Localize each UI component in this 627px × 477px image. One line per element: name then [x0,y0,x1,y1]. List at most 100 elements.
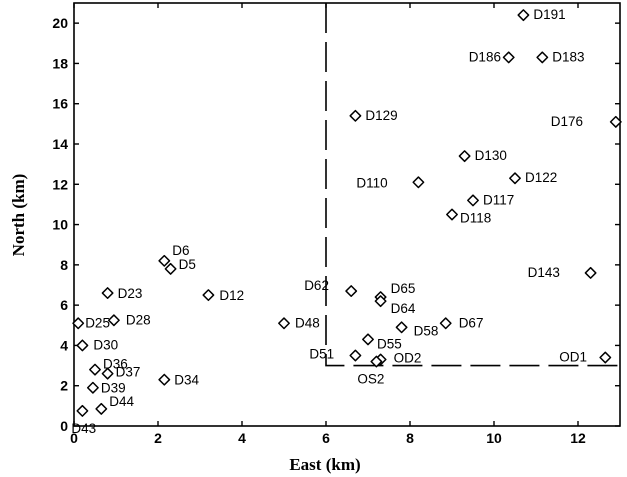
axis-ticks: 0 2 4 6 8 10 12 0 2 4 6 8 10 12 14 16 18 20 [52,3,620,446]
diamond-marker [502,51,515,64]
point-label: OS2 [357,372,384,387]
data-point-d44: D44 [95,394,135,415]
data-point-d62: D62 [304,278,358,297]
point-label: D191 [533,7,565,22]
diamond-marker [439,317,452,330]
point-label: D64 [391,301,416,316]
point-label: D118 [460,211,491,226]
data-point-os2: OS2 [357,355,384,387]
point-label: D44 [109,394,134,409]
data-point-d23: D23 [101,286,143,301]
diamond-marker [158,254,171,267]
y-tick-label: 4 [60,337,68,353]
x-tick-label: 12 [570,430,586,446]
data-point-d191: D191 [517,7,566,22]
y-tick-label: 10 [52,217,68,233]
data-point-d55: D55 [362,333,402,351]
data-points: D191 D186 D183 D129 D176 D130 D110 D122 D117 D118… [71,7,622,436]
data-point-d28: D28 [107,312,151,327]
point-label: D65 [391,281,416,296]
point-label: D67 [459,315,484,330]
data-point-d143: D143 [528,265,597,280]
x-tick-label: 10 [486,430,502,446]
diamond-marker [89,363,101,376]
point-label: D183 [552,49,584,64]
diamond-marker [72,317,85,330]
point-label: D37 [116,365,141,380]
diamond-marker [599,351,612,364]
data-point-d129: D129 [349,108,398,123]
diamond-marker [349,109,362,122]
point-label: D5 [179,257,196,272]
y-tick-label: 6 [60,297,68,313]
x-tick-label: 0 [70,430,78,446]
y-tick-label: 18 [52,55,68,71]
point-label: D122 [525,170,557,185]
data-point-d37: D37 [101,365,141,380]
data-point-d176: D176 [551,114,622,129]
diamond-marker [458,150,471,163]
point-label: OD2 [394,351,422,366]
data-point-d12: D12 [202,288,244,303]
diamond-marker [374,295,387,308]
diamond-marker [446,208,458,221]
data-point-d48: D48 [278,315,320,330]
point-label: D23 [118,286,143,301]
diamond-marker [517,9,530,22]
data-point-d36: D36 [89,357,128,376]
data-point-d67: D67 [439,315,484,330]
diamond-marker [370,355,383,368]
diamond-marker [412,176,425,189]
point-label: D28 [126,312,151,327]
diamond-marker [584,266,597,279]
point-label: D34 [174,373,199,388]
y-tick-label: 8 [60,257,68,273]
x-axis-title: East (km) [289,455,360,474]
data-point-d58: D58 [395,321,438,338]
point-label: D55 [377,336,402,351]
data-point-d51: D51 [309,347,362,362]
diamond-marker [278,317,290,330]
plot-frame [73,2,621,427]
point-label: D176 [551,114,583,129]
diamond-marker [164,262,177,275]
boundary-line [325,3,620,367]
point-label: D117 [483,192,514,207]
data-point-d39: D39 [86,381,126,396]
data-point-d5: D5 [164,257,196,275]
y-tick-label: 16 [52,96,68,112]
point-label: D6 [172,243,189,258]
y-tick-label: 12 [52,176,68,192]
point-label: D43 [71,421,96,436]
diamond-marker [395,321,408,334]
data-point-d186: D186 [469,49,515,64]
point-label: D129 [365,108,397,123]
y-tick-label: 2 [60,378,68,394]
point-label: D130 [475,148,507,163]
y-axis-title: North (km) [9,174,28,257]
y-tick-label: 14 [52,136,68,152]
data-point-d34: D34 [158,373,200,388]
data-point-od1: OD1 [559,350,612,365]
data-point-od2: OD2 [374,351,422,366]
diamond-marker [95,402,108,415]
x-tick-label: 6 [322,430,330,446]
point-label: D30 [93,337,118,352]
diamond-marker [86,381,99,394]
point-label: D12 [219,288,244,303]
data-point-d130: D130 [458,148,507,163]
data-point-d110: D110 [356,175,425,190]
diamond-marker [76,404,89,417]
data-point-d183: D183 [536,49,585,64]
diamond-marker [202,289,215,302]
diamond-marker [362,333,374,346]
diamond-marker [467,194,479,207]
data-point-d64: D64 [374,295,416,316]
point-label: D36 [103,357,128,372]
x-tick-label: 2 [154,430,162,446]
diamond-marker [76,339,89,352]
data-point-d25: D25 [72,315,110,330]
data-point-d30: D30 [76,337,118,352]
data-point-d6: D6 [158,243,190,267]
